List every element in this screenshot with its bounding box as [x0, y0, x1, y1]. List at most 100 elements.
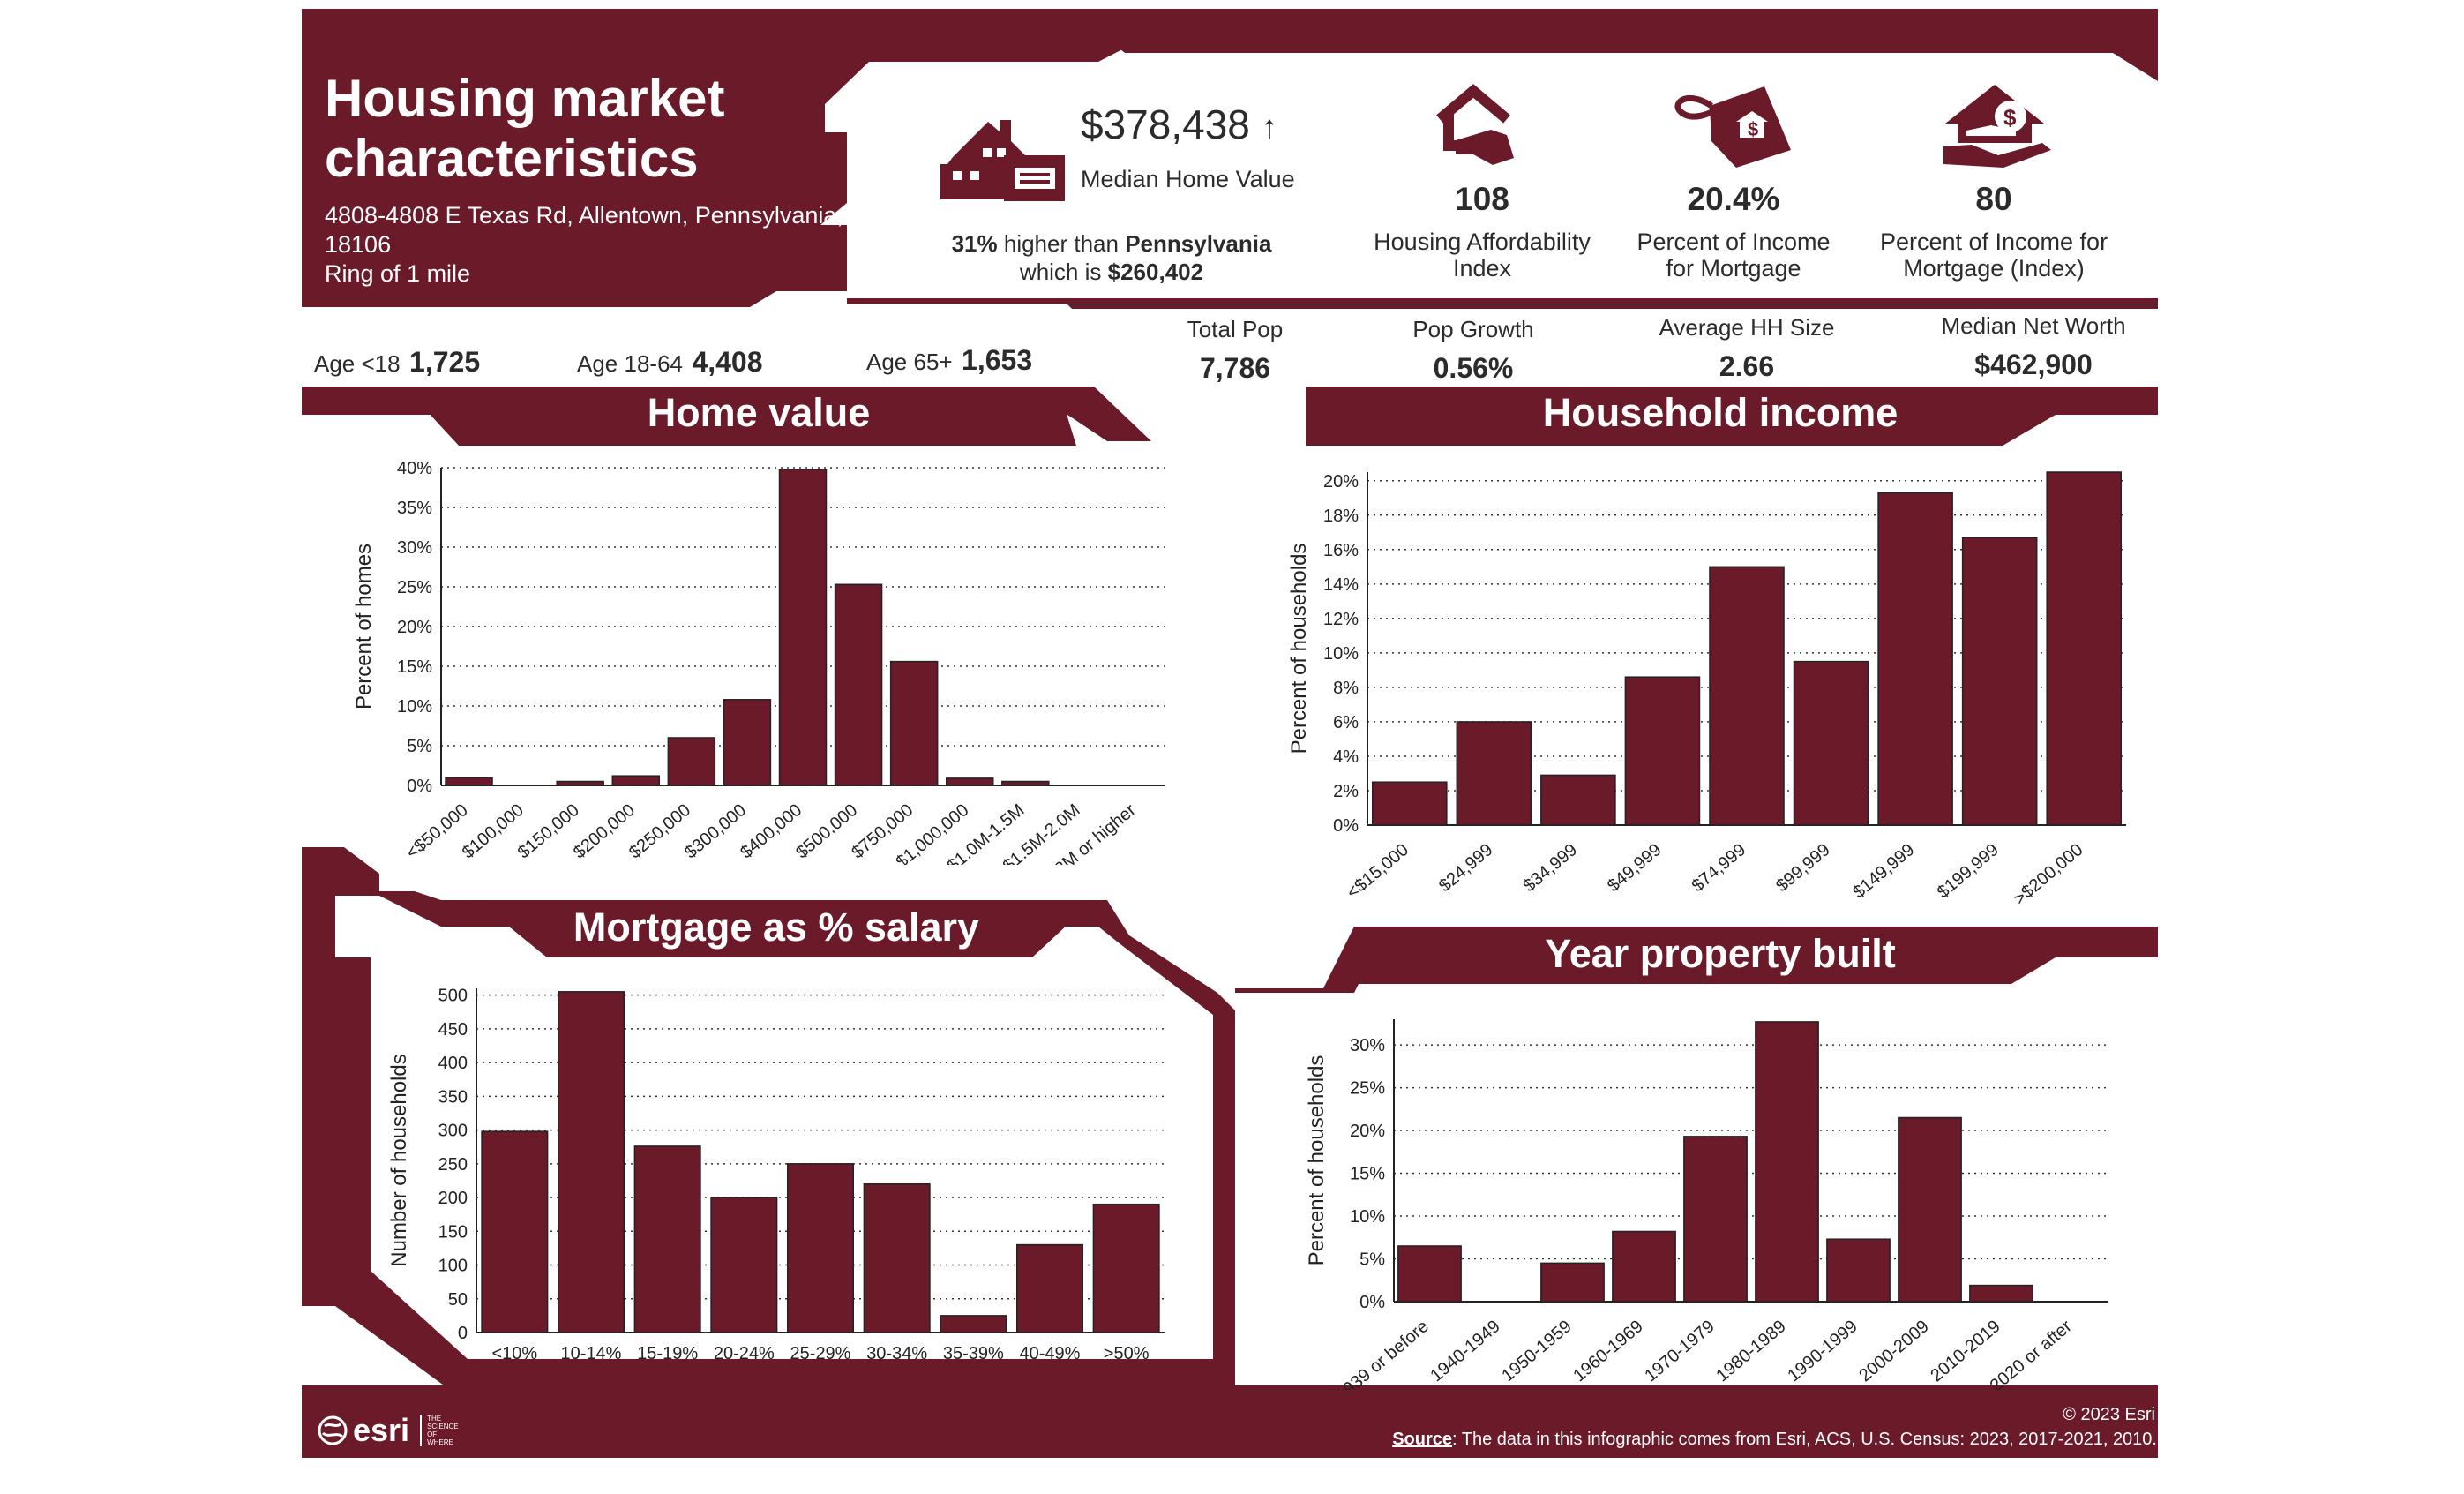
bar: [1898, 1116, 1962, 1303]
median-home-value-text: $378,438: [1081, 101, 1250, 147]
y-tick-label: 4%: [1333, 747, 1359, 767]
kpi-income-mortgage-label2: for Mortgage: [1666, 255, 1801, 282]
arrow-up-icon: ↑: [1261, 109, 1278, 146]
x-tick-label: $34,999: [1520, 840, 1582, 896]
x-tick-label: 2000-2009: [1855, 1317, 1932, 1385]
bar: [1793, 660, 1869, 826]
x-tick-label: $100,000: [459, 800, 528, 862]
x-tick-label: 25-29%: [790, 1344, 851, 1363]
mortgage-salary-chart-svg: 0 50 100 150 200 250 300 350 400 450 500 Number of …: [387, 987, 1165, 1363]
y-tick-label: 150: [438, 1222, 468, 1242]
svg-text:$: $: [1748, 118, 1758, 140]
y-tick-label: 40%: [397, 459, 432, 478]
home-value-chart: 0% 5% 10% 15% 20% 25% 30% 35% 40% Percent of home…: [335, 450, 1182, 885]
y-tick-label: 10%: [397, 697, 432, 717]
x-tick-label: $500,000: [792, 800, 861, 862]
household-income-chart-svg: 0% 2% 4% 6% 8% 10% 12% 14% 16% 18% 20% Percent of h…: [1287, 471, 2126, 909]
bar: [557, 991, 625, 1333]
x-tick-label: 35-39%: [943, 1344, 1004, 1363]
y-tick-label: 30%: [1350, 1036, 1385, 1055]
x-tick-label: $300,000: [681, 800, 750, 862]
x-tick-label: $49,999: [1604, 840, 1666, 896]
y-tick-label: 20%: [397, 618, 432, 637]
source-note: Source: The data in this infographic com…: [1187, 1430, 2157, 1450]
y-tick-label: 450: [438, 1020, 468, 1040]
x-tick-label: $74,999: [1689, 840, 1750, 896]
bar: [1540, 774, 1616, 826]
x-tick-label: $24,999: [1435, 840, 1497, 896]
bar: [1001, 780, 1050, 786]
address-line1: 4808-4808 E Texas Rd, Allentown, Pennsyl…: [325, 202, 843, 229]
y-axis-label: Percent of homes: [352, 544, 376, 709]
price-tag-icon: $: [1667, 79, 1800, 168]
copyright: © 2023 Esri: [2063, 1405, 2155, 1424]
kpi-mortgage-index: 80 Percent of Income for Mortgage (Index…: [1861, 181, 2126, 282]
bar: [863, 1183, 931, 1333]
kpi-affordability-label1: Housing Affordability: [1374, 229, 1591, 255]
house-icon: [937, 104, 1065, 201]
kpi-mortgage-index-label2: Mortgage (Index): [1903, 255, 2085, 282]
y-axis-label: Number of households: [387, 1054, 411, 1266]
brand-tagline: THE SCIENCE OF WHERE: [420, 1415, 462, 1446]
title-block: Housing market characteristics 4808-4808…: [325, 69, 872, 289]
y-axis-label: Percent of households: [1287, 544, 1311, 755]
y-tick-label: 15%: [1350, 1165, 1385, 1184]
age-under18-label: Age <18: [314, 350, 401, 377]
year-built-chart-svg: 0% 5% 10% 15% 20% 25% 30% Percent of households…: [1305, 1019, 2108, 1405]
bar: [1015, 1243, 1084, 1333]
x-tick-label: 1939 or before: [1332, 1317, 1433, 1390]
x-tick-label: $250,000: [625, 800, 694, 862]
bar: [1540, 1262, 1605, 1303]
age-65plus-label: Age 65+: [866, 349, 953, 375]
y-tick-label: 300: [438, 1122, 468, 1141]
age-18-64-value: 4,408: [692, 346, 763, 378]
stat-hh-size-value: 2.66: [1719, 350, 1775, 382]
bar: [1709, 566, 1785, 826]
y-tick-label: 15%: [397, 657, 432, 677]
age-18-64: Age 18-64 4,408: [577, 346, 763, 379]
median-home-comparison: 31% higher than Pennsylvania which is $2…: [935, 229, 1288, 286]
compare-pct: 31%: [951, 230, 998, 257]
y-tick-label: 25%: [1350, 1079, 1385, 1099]
bar: [2046, 471, 2123, 826]
bar: [1371, 781, 1448, 826]
y-tick-label: 14%: [1323, 575, 1359, 595]
y-tick-label: 100: [438, 1257, 468, 1276]
kpi-affordability: 108 Housing Affordability Index: [1350, 181, 1614, 282]
mortgage-salary-chart: 0 50 100 150 200 250 300 350 400 450 500 Number of …: [379, 971, 1200, 1372]
bar: [1877, 492, 1953, 826]
household-income-chart: 0% 2% 4% 6% 8% 10% 12% 14% 16% 18% 20% Percent of h…: [1270, 454, 2153, 918]
stat-net-worth: Median Net Worth $462,900: [1906, 312, 2161, 381]
kpi-income-mortgage-label1: Percent of Income: [1636, 229, 1831, 255]
x-tick-label: 10-14%: [561, 1344, 622, 1363]
x-tick-label: 1980-1989: [1712, 1317, 1789, 1385]
bar: [723, 699, 772, 786]
kpi-income-mortgage: 20.4% Percent of Income for Mortgage: [1601, 181, 1866, 282]
x-tick-label: <$15,000: [1344, 840, 1412, 903]
y-tick-label: 10%: [1350, 1207, 1385, 1227]
x-tick-label: $199,999: [1934, 840, 2003, 902]
x-tick-label: <$50,000: [402, 800, 471, 863]
compare-state: Pennsylvania: [1125, 230, 1272, 257]
x-tick-label: 30-34%: [866, 1344, 927, 1363]
stat-total-pop-label: Total Pop: [1187, 316, 1284, 342]
bar: [1624, 676, 1701, 826]
bar: [710, 1197, 778, 1333]
stat-total-pop-value: 7,786: [1199, 352, 1271, 384]
house-dollar-hand-icon: $: [1936, 81, 2056, 169]
address-line2: 18106: [325, 231, 392, 258]
page-title-line2: characteristics: [325, 129, 699, 188]
x-tick-label: 1950-1959: [1498, 1317, 1575, 1385]
year-built-title: Year property built: [1545, 931, 1896, 976]
stat-hh-size-label: Average HH Size: [1659, 314, 1835, 341]
x-tick-label: $200,000: [570, 800, 639, 862]
mortgage-salary-title: Mortgage as % salary: [573, 905, 980, 950]
bar: [1826, 1238, 1891, 1303]
y-tick-label: 30%: [397, 538, 432, 558]
age-under18: Age <18 1,725: [314, 346, 480, 379]
svg-text:$: $: [2003, 104, 2017, 131]
x-tick-label: 20-24%: [714, 1344, 775, 1363]
bar: [834, 583, 883, 786]
bar: [1969, 1284, 2033, 1303]
x-tick-label: 15-19%: [637, 1344, 698, 1363]
